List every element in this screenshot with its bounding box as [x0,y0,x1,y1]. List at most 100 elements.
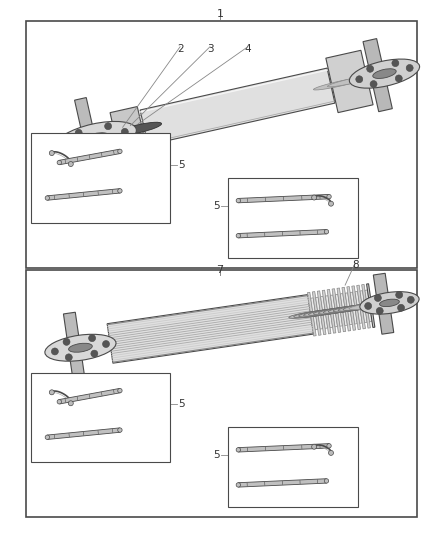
Polygon shape [362,285,371,328]
Ellipse shape [103,126,146,138]
Circle shape [68,161,73,166]
Ellipse shape [328,305,372,313]
Ellipse shape [114,124,157,135]
Polygon shape [317,291,326,335]
Polygon shape [110,107,147,156]
Ellipse shape [360,292,419,314]
Circle shape [236,233,240,238]
Polygon shape [307,292,316,336]
Circle shape [236,448,240,452]
Ellipse shape [350,59,420,88]
Ellipse shape [69,343,92,352]
Circle shape [236,198,240,203]
Circle shape [328,201,333,206]
Circle shape [327,195,331,199]
Text: 6: 6 [41,438,47,448]
Circle shape [324,479,328,483]
Circle shape [376,308,383,314]
Circle shape [118,389,122,393]
Polygon shape [340,294,347,326]
Ellipse shape [333,304,377,312]
Polygon shape [330,295,338,327]
Polygon shape [352,286,360,329]
Bar [25,270,417,517]
Circle shape [63,141,70,149]
Text: 5: 5 [178,160,185,170]
Polygon shape [64,312,85,385]
Circle shape [328,450,333,455]
Polygon shape [321,296,328,328]
Ellipse shape [349,302,392,310]
Polygon shape [347,287,356,330]
Ellipse shape [314,307,357,315]
Polygon shape [327,289,336,333]
Circle shape [79,147,86,154]
Bar [228,427,357,507]
Circle shape [370,80,377,87]
Ellipse shape [54,122,136,156]
Ellipse shape [100,127,143,138]
Polygon shape [336,294,343,326]
Bar [25,21,417,268]
Polygon shape [337,288,346,332]
Polygon shape [238,230,327,238]
Text: 8: 8 [352,260,358,270]
Text: 2: 2 [177,44,184,54]
Circle shape [396,75,402,82]
Polygon shape [47,428,120,439]
Circle shape [57,400,61,404]
Polygon shape [325,296,332,328]
Circle shape [118,149,122,154]
Polygon shape [322,290,331,334]
Polygon shape [350,292,357,324]
Ellipse shape [107,125,150,136]
Circle shape [365,303,371,310]
Ellipse shape [118,123,161,134]
Ellipse shape [304,308,347,316]
Polygon shape [365,290,372,322]
Polygon shape [59,389,120,404]
Text: 6: 6 [41,198,47,208]
Circle shape [118,189,122,193]
Circle shape [49,150,54,156]
Ellipse shape [314,77,368,90]
Polygon shape [326,50,373,112]
Text: 5: 5 [213,201,220,211]
Bar [31,133,170,223]
Ellipse shape [380,299,399,306]
Circle shape [236,483,240,487]
Circle shape [109,141,116,148]
Circle shape [407,296,414,303]
Circle shape [102,341,110,348]
Polygon shape [107,295,314,363]
Ellipse shape [343,302,386,310]
Text: 6: 6 [238,236,244,246]
Polygon shape [47,189,120,200]
Circle shape [51,348,58,355]
Text: 5: 5 [213,450,220,461]
Ellipse shape [338,303,381,311]
Ellipse shape [96,128,139,139]
Polygon shape [74,98,105,182]
Ellipse shape [82,133,109,144]
Polygon shape [357,285,365,329]
Polygon shape [238,479,327,487]
Text: 4: 4 [244,44,251,54]
Polygon shape [363,38,392,112]
Circle shape [49,390,54,395]
Polygon shape [360,290,367,322]
Polygon shape [332,289,341,333]
Circle shape [374,295,381,302]
Circle shape [91,350,98,357]
Text: 1: 1 [216,9,223,19]
Circle shape [45,435,49,439]
Ellipse shape [373,69,396,78]
Ellipse shape [328,74,382,87]
Polygon shape [311,298,318,330]
Text: 3: 3 [207,44,213,54]
Polygon shape [312,292,321,335]
Ellipse shape [45,334,116,361]
Polygon shape [238,195,329,203]
Circle shape [88,335,95,342]
Circle shape [324,230,328,234]
